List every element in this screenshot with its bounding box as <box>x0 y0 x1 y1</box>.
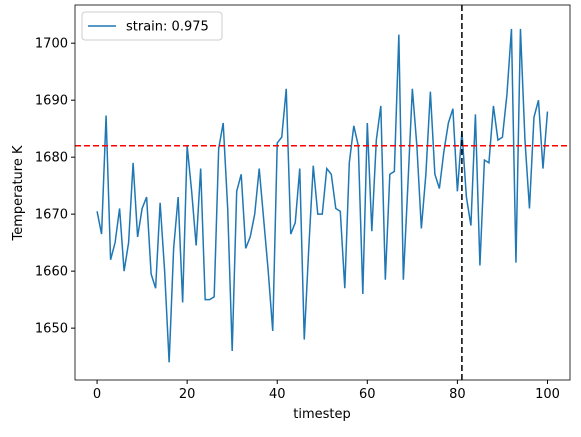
y-tick-label: 1670 <box>35 208 68 223</box>
y-tick-label: 1690 <box>35 94 68 109</box>
x-tick-label: 40 <box>269 387 286 402</box>
x-tick-label: 0 <box>93 387 101 402</box>
legend-label: strain: 0.975 <box>126 20 209 35</box>
y-tick-label: 1700 <box>35 37 68 52</box>
y-tick-label: 1660 <box>35 265 68 280</box>
legend-box <box>81 11 223 41</box>
y-tick-label: 1650 <box>35 322 68 337</box>
x-tick-label: 20 <box>179 387 196 402</box>
x-tick-label: 100 <box>535 387 560 402</box>
x-tick-label: 60 <box>359 387 376 402</box>
x-axis-label: timestep <box>293 407 351 422</box>
plot-frame <box>74 4 571 381</box>
data-line <box>96 28 549 363</box>
y-tick-label: 1680 <box>35 151 68 166</box>
y-axis-label: Temperature K <box>11 145 26 241</box>
x-tick-label: 80 <box>449 387 466 402</box>
